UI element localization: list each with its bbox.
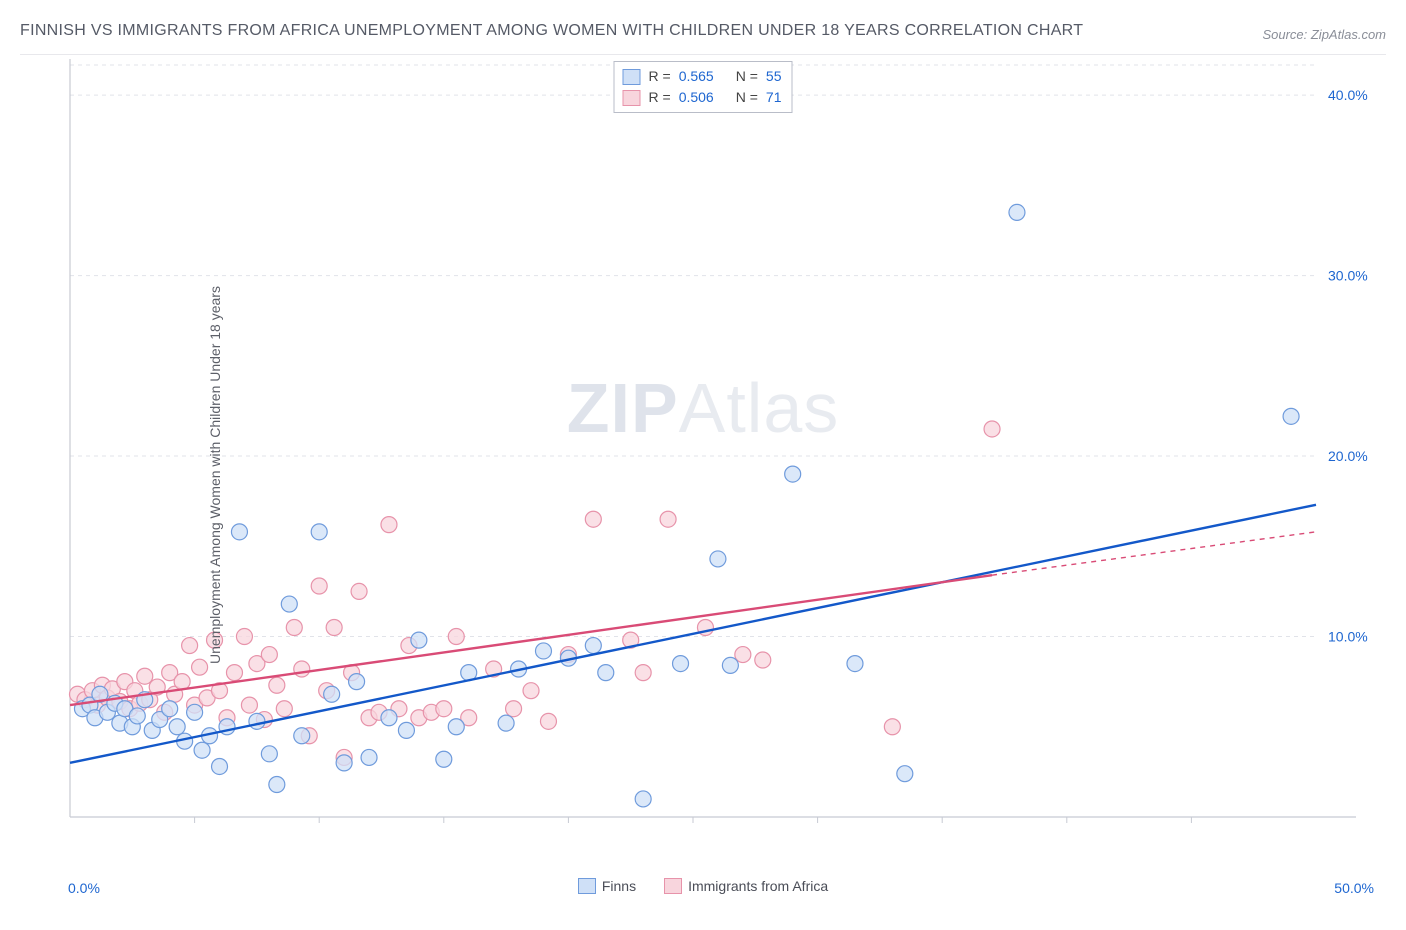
- svg-text:40.0%: 40.0%: [1328, 87, 1368, 103]
- legend-item-pink: Immigrants from Africa: [664, 878, 828, 894]
- stats-row-pink: R = 0.506 N = 71: [623, 87, 782, 108]
- bottom-legend: Finns Immigrants from Africa: [20, 878, 1386, 894]
- svg-text:10.0%: 10.0%: [1328, 629, 1368, 645]
- n-value-pink: 71: [766, 87, 782, 108]
- r-value-pink: 0.506: [679, 87, 714, 108]
- legend-label-pink: Immigrants from Africa: [688, 878, 828, 894]
- legend-item-blue: Finns: [578, 878, 636, 894]
- r-value-blue: 0.565: [679, 66, 714, 87]
- stats-legend-box: R = 0.565 N = 55 R = 0.506 N = 71: [614, 61, 793, 113]
- svg-text:20.0%: 20.0%: [1328, 448, 1368, 464]
- chart-area: Unemployment Among Women with Children U…: [20, 54, 1386, 894]
- source-label: Source: ZipAtlas.com: [1262, 27, 1386, 46]
- swatch-blue: [623, 69, 641, 85]
- swatch-pink: [623, 90, 641, 106]
- legend-swatch-blue: [578, 878, 596, 894]
- n-label-blue: N =: [736, 66, 758, 87]
- chart-header: FINNISH VS IMMIGRANTS FROM AFRICA UNEMPL…: [20, 16, 1386, 46]
- r-label-blue: R =: [649, 66, 671, 87]
- n-label-pink: N =: [736, 87, 758, 108]
- legend-label-blue: Finns: [602, 878, 636, 894]
- scatter-plot: 10.0% 20.0% 30.0% 40.0%: [20, 55, 1386, 855]
- r-label-pink: R =: [649, 87, 671, 108]
- svg-text:30.0%: 30.0%: [1328, 268, 1368, 284]
- n-value-blue: 55: [766, 66, 782, 87]
- chart-title: FINNISH VS IMMIGRANTS FROM AFRICA UNEMPL…: [20, 16, 1083, 46]
- legend-swatch-pink: [664, 878, 682, 894]
- y-axis-label: Unemployment Among Women with Children U…: [207, 286, 223, 664]
- stats-row-blue: R = 0.565 N = 55: [623, 66, 782, 87]
